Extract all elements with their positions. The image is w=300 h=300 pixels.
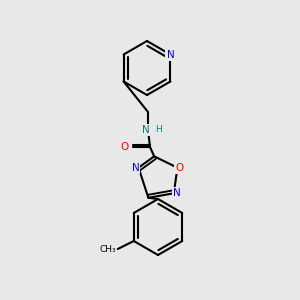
Text: N: N — [167, 50, 174, 59]
Text: H: H — [155, 124, 162, 134]
Text: N: N — [173, 188, 181, 198]
Text: CH₃: CH₃ — [99, 244, 116, 253]
Text: O: O — [121, 142, 129, 152]
Text: O: O — [175, 163, 184, 173]
Text: N: N — [132, 163, 140, 173]
Text: N: N — [142, 125, 150, 135]
